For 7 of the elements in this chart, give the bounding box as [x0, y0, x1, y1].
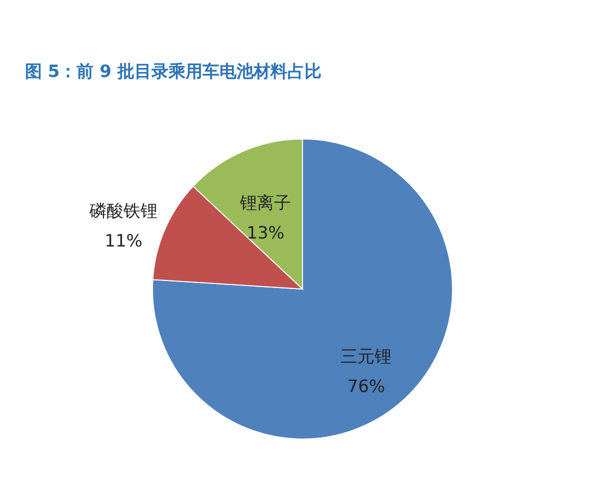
data-label: 11%: [104, 232, 142, 252]
data-label: 76%: [347, 376, 386, 397]
slice-label: 三元锂: [340, 346, 392, 367]
slice-label: 锂离子: [239, 194, 292, 214]
slice-label: 磷酸铁锂: [88, 202, 158, 222]
data-label: 13%: [246, 224, 284, 244]
chart-title: 图 5：前 9 批目录乘用车电池材料占比: [25, 62, 322, 82]
